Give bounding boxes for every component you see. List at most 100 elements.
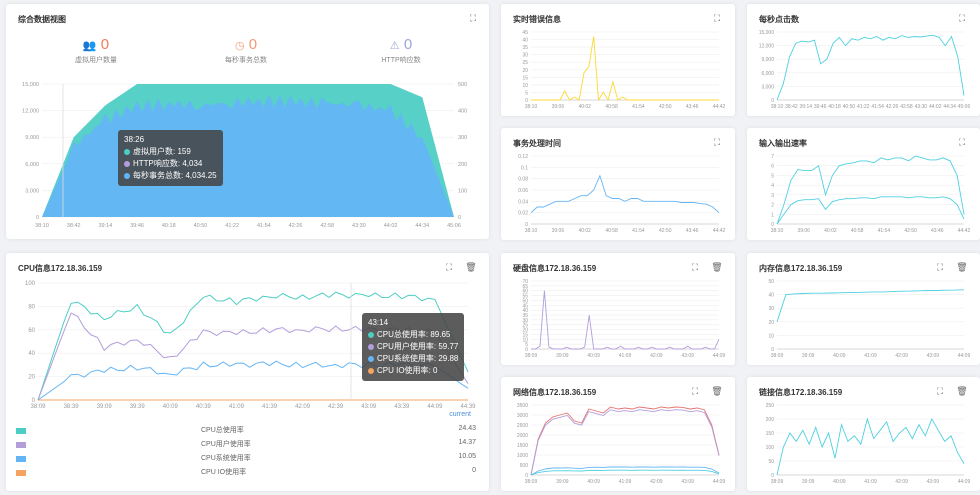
panel-title: 综合数据视图 xyxy=(18,15,66,24)
x-tick-label: 41:09 xyxy=(864,353,877,359)
x-tick-label: 42:09 xyxy=(295,404,311,410)
fullscreen-icon[interactable]: ⛶ xyxy=(445,262,453,272)
x-tick-label: 43:39 xyxy=(394,404,410,410)
y-tick-label: 0 xyxy=(771,98,774,104)
x-tick-label: 41:09 xyxy=(864,479,877,485)
y-right-tick-label: 0 xyxy=(458,215,461,221)
x-tick-label: 41:09 xyxy=(619,479,632,485)
y-tick-label: 35 xyxy=(522,45,528,51)
y-tick-label: 3,000 xyxy=(761,84,774,90)
panel-links: 链接信息172.18.36.159 ⛶ 🗑 0 50 100 150 200 250 38:09 3… xyxy=(747,377,980,491)
y-tick-label: 40 xyxy=(768,293,774,299)
x-tick-label: 45:06 xyxy=(447,223,461,229)
series-line xyxy=(530,174,720,214)
y-tick-label: 0 xyxy=(525,98,528,104)
x-tick-label: 40:09 xyxy=(833,479,846,485)
y-tick-label: 4 xyxy=(771,183,774,189)
x-tick-label: 41:54 xyxy=(632,228,645,234)
y-right-tick-label: 400 xyxy=(458,109,467,115)
x-tick-label: 43:09 xyxy=(681,353,694,359)
trash-icon[interactable]: 🗑 xyxy=(711,262,723,272)
y-tick-label: 6,000 xyxy=(761,71,774,77)
x-tick-label: 39:46 xyxy=(814,104,827,110)
y-tick-label: 20 xyxy=(768,320,774,326)
stat-http: ⚠ 0 HTTP响应数 xyxy=(351,36,451,65)
x-tick-label: 44:02 xyxy=(929,104,942,110)
x-tick-label: 43:30 xyxy=(915,104,928,110)
links-chart[interactable]: 0 50 100 150 200 250 38:09 39:09 40:09 41:09 42:09… xyxy=(747,399,980,489)
x-tick-label: 40:02 xyxy=(578,228,591,234)
fullscreen-icon[interactable]: ⛶ xyxy=(936,386,944,396)
fullscreen-icon[interactable]: ⛶ xyxy=(936,262,944,272)
fullscreen-icon[interactable]: ⛶ xyxy=(713,13,721,23)
fullscreen-icon[interactable]: ⛶ xyxy=(958,13,966,23)
y-left-tick-label: 6,000 xyxy=(25,162,39,168)
y-tick-label: 0 xyxy=(525,222,528,228)
y-tick-label: 30 xyxy=(768,306,774,312)
fullscreen-icon[interactable]: ⛶ xyxy=(469,13,477,23)
y-tick-label: 20 xyxy=(28,375,35,381)
network-chart[interactable]: 0 500 1000 1500 2000 2500 3000 3500 38:09 39:09 40… xyxy=(501,399,735,489)
y-tick-label: 0 xyxy=(771,473,774,479)
panel-memory: 内存信息172.18.36.159 ⛶ 🗑 0 10 20 30 40 50 38:09 39:09… xyxy=(747,253,980,365)
y-tick-label: 0.1 xyxy=(521,165,528,171)
current-header: current xyxy=(449,411,471,418)
trash-icon[interactable]: 🗑 xyxy=(956,262,968,272)
panel-tx-time: 事务处理时间 ⛶ 0 0.02 0.04 0.06 0.08 0.1 0.12 38:10 39:0… xyxy=(501,128,735,240)
y-tick-label: 55 xyxy=(522,294,528,300)
legend-row: CPU IO使用率 0 xyxy=(16,467,476,481)
x-tick-label: 44:02 xyxy=(384,223,398,229)
trash-icon[interactable]: 🗑 xyxy=(956,386,968,396)
x-tick-label: 42:09 xyxy=(895,353,908,359)
x-tick-label: 43:30 xyxy=(352,223,366,229)
x-tick-label: 41:54 xyxy=(871,104,884,110)
y-tick-label: 5 xyxy=(525,342,528,348)
y-tick-label: 100 xyxy=(25,281,36,287)
tooltip-row: CPU用户使用率: 59.77 xyxy=(368,341,458,353)
trash-icon[interactable]: 🗑 xyxy=(465,262,477,272)
y-tick-label: 60 xyxy=(522,289,528,295)
memory-chart[interactable]: 0 10 20 30 40 50 38:09 39:09 40:09 41:09 42:09 43:0… xyxy=(747,275,980,363)
x-tick-label: 44:09 xyxy=(713,479,726,485)
x-tick-label: 39:14 xyxy=(99,223,113,229)
y-tick-label: 0 xyxy=(32,398,36,404)
series-line xyxy=(776,196,965,225)
y-tick-label: 30 xyxy=(522,318,528,324)
overview-panel: 综合数据视图 ⛶ 👥 0 虚拟用户数量 ◷ 0 每秒事务总数 ⚠ 0 HTTP响… xyxy=(6,4,489,239)
x-tick-label: 44:09 xyxy=(427,404,443,410)
fullscreen-icon[interactable]: ⛶ xyxy=(958,137,966,147)
fullscreen-icon[interactable]: ⛶ xyxy=(691,386,699,396)
tooltip-row: CPU IO使用率: 0 xyxy=(368,365,458,377)
tx-time-chart[interactable]: 0 0.02 0.04 0.06 0.08 0.1 0.12 38:10 39:06 40:02 4… xyxy=(501,150,735,238)
x-tick-label: 39:09 xyxy=(802,353,815,359)
y-tick-label: 12,000 xyxy=(759,44,775,50)
trash-icon[interactable]: 🗑 xyxy=(711,386,723,396)
overview-chart[interactable]: 0 0 3,000 100 6,000 200 9,000 300 12,000 400 15,00… xyxy=(6,4,489,239)
series-line xyxy=(530,406,720,476)
x-tick-label: 41:22 xyxy=(225,223,239,229)
overview-tooltip: 38:26 虚拟用户数: 159 HTTP响应数: 4,034 每秒事务总数: … xyxy=(118,130,223,186)
y-tick-label: 10 xyxy=(522,83,528,89)
tooltip-row: CPU总使用率: 89.65 xyxy=(368,329,458,341)
panel-title: 实时错误信息 xyxy=(513,15,561,24)
x-tick-label: 39:09 xyxy=(556,479,569,485)
y-tick-label: 25 xyxy=(522,323,528,329)
stat-value: ⚠ 0 xyxy=(389,36,413,53)
fullscreen-icon[interactable]: ⛶ xyxy=(713,137,721,147)
x-tick-label: 44:09 xyxy=(713,353,726,359)
y-right-tick-label: 100 xyxy=(458,188,467,194)
x-tick-label: 40:18 xyxy=(828,104,841,110)
x-tick-label: 40:09 xyxy=(163,404,179,410)
y-tick-label: 9,000 xyxy=(761,57,774,63)
x-tick-label: 42:39 xyxy=(328,404,344,410)
fullscreen-icon[interactable]: ⛶ xyxy=(691,262,699,272)
y-right-tick-label: 300 xyxy=(458,135,467,141)
x-tick-label: 38:10 xyxy=(771,104,784,110)
y-tick-label: 2 xyxy=(771,203,774,209)
io-chart[interactable]: 0 1 2 3 4 5 6 7 38:10 39:06 40:02 40:58 41:54 42:50 43… xyxy=(747,150,980,238)
x-tick-label: 39:06 xyxy=(552,228,565,234)
x-tick-label: 44:09 xyxy=(958,479,971,485)
